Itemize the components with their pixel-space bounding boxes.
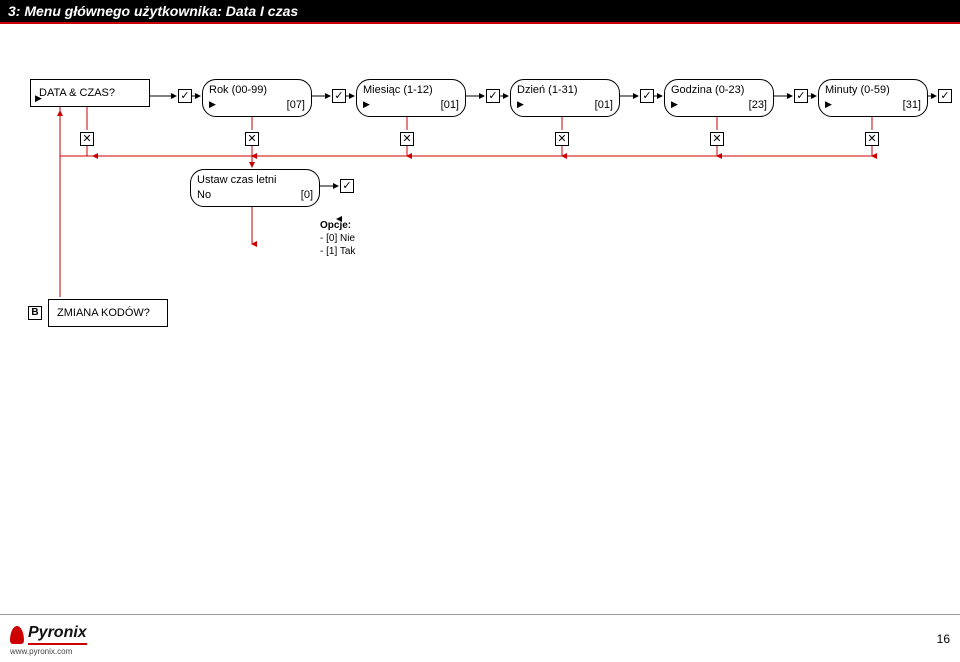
xbox-4: ✕	[555, 132, 569, 146]
node-bottom: ZMIANA KODÓW?	[48, 299, 168, 327]
header-bar: 3: Menu głównego użytkownika: Data I cza…	[0, 0, 960, 24]
node-start: ▶ DATA & CZAS?	[30, 79, 150, 107]
flame-icon	[10, 626, 24, 644]
node-year-value: [07]	[287, 99, 305, 112]
start-arrow-icon: ▶	[35, 93, 42, 104]
check-after-month: ✓	[486, 89, 500, 103]
options-block: Opcje: - [0] Nie - [1] Tak	[320, 219, 355, 258]
options-line-1: - [1] Tak	[320, 245, 355, 258]
diagram-area: ▶ DATA & CZAS? Rok (00-99) ▶ [07] Miesią…	[0, 24, 960, 564]
brand-url: www.pyronix.com	[10, 647, 87, 656]
node-day-arrow-icon: ▶	[517, 99, 524, 112]
node-dst: Ustaw czas letni No [0]	[190, 169, 320, 207]
check-after-year: ✓	[332, 89, 346, 103]
xbox-5: ✕	[710, 132, 724, 146]
options-title: Opcje:	[320, 219, 355, 232]
node-bottom-label: ZMIANA KODÓW?	[57, 307, 150, 319]
node-dst-label: Ustaw czas letni	[197, 174, 313, 187]
xbox-6: ✕	[865, 132, 879, 146]
node-day: Dzień (1-31) ▶ [01]	[510, 79, 620, 117]
node-hour-value: [23]	[749, 99, 767, 112]
node-year-label: Rok (00-99)	[209, 84, 305, 97]
xbox-2: ✕	[245, 132, 259, 146]
footer: Pyronix www.pyronix.com 16	[0, 614, 960, 662]
xbox-1: ✕	[80, 132, 94, 146]
node-minute-arrow-icon: ▶	[825, 99, 832, 112]
check-after-minute: ✓	[938, 89, 952, 103]
brand: Pyronix www.pyronix.com	[10, 624, 87, 656]
node-hour-arrow-icon: ▶	[671, 99, 678, 112]
node-start-label: DATA & CZAS?	[39, 87, 115, 99]
check-after-day: ✓	[640, 89, 654, 103]
node-month-value: [01]	[441, 99, 459, 112]
node-year-arrow-icon: ▶	[209, 99, 216, 112]
node-day-label: Dzień (1-31)	[517, 84, 613, 97]
node-month-label: Miesiąc (1-12)	[363, 84, 459, 97]
header-title: 3: Menu głównego użytkownika: Data I cza…	[8, 3, 298, 19]
node-minute-label: Minuty (0-59)	[825, 84, 921, 97]
node-year: Rok (00-99) ▶ [07]	[202, 79, 312, 117]
node-minute: Minuty (0-59) ▶ [31]	[818, 79, 928, 117]
b-key: B	[28, 306, 42, 320]
node-day-value: [01]	[595, 99, 613, 112]
node-month: Miesiąc (1-12) ▶ [01]	[356, 79, 466, 117]
page-number: 16	[937, 632, 950, 646]
check-after-hour: ✓	[794, 89, 808, 103]
node-minute-value: [31]	[903, 99, 921, 112]
options-line-0: - [0] Nie	[320, 232, 355, 245]
node-hour-label: Godzina (0-23)	[671, 84, 767, 97]
check-after-start: ✓	[178, 89, 192, 103]
brand-name: Pyronix	[28, 624, 87, 645]
check-after-dst: ✓	[340, 179, 354, 193]
node-month-arrow-icon: ▶	[363, 99, 370, 112]
node-dst-value-left: No	[197, 189, 211, 202]
xbox-3: ✕	[400, 132, 414, 146]
node-dst-value-right: [0]	[301, 189, 313, 202]
node-hour: Godzina (0-23) ▶ [23]	[664, 79, 774, 117]
